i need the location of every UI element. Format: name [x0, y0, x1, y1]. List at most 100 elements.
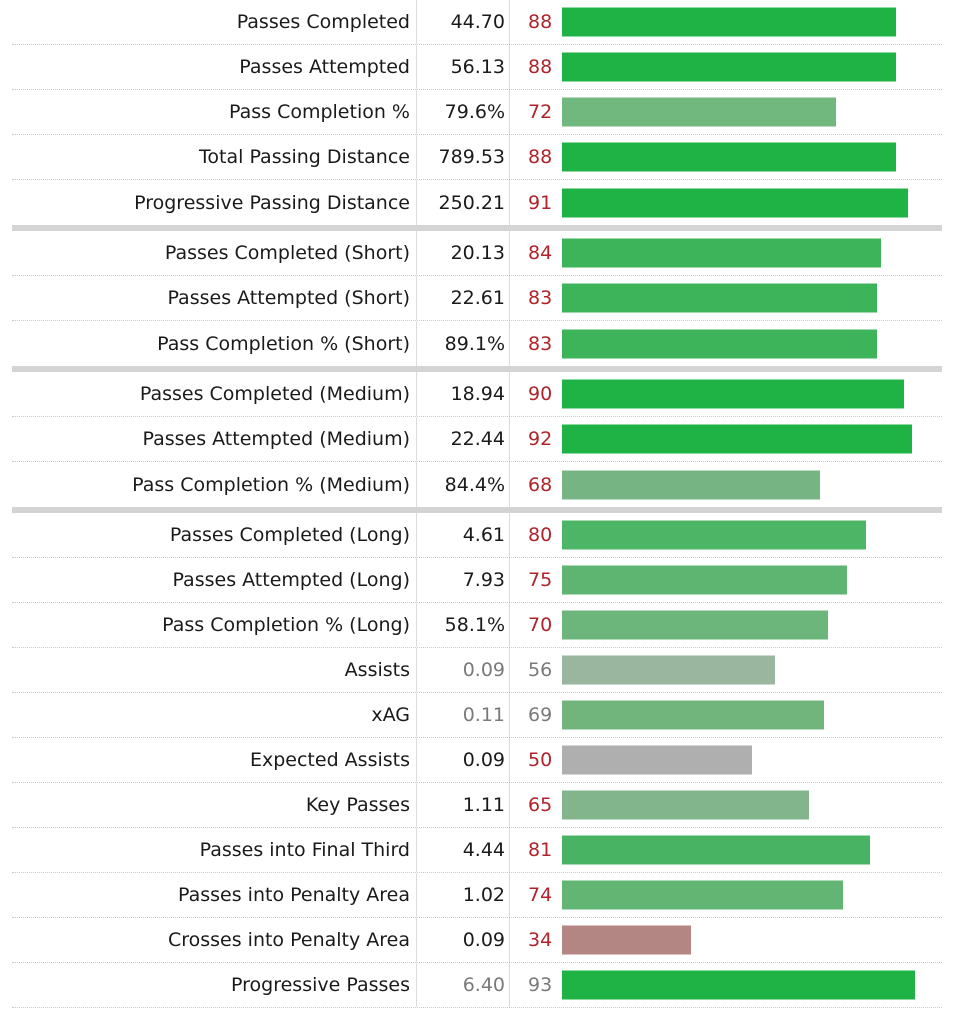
- bar-track: [562, 513, 942, 557]
- stat-label: xAG: [371, 704, 410, 726]
- percentile-bar: [562, 790, 809, 820]
- percentile-value: 72: [509, 90, 559, 134]
- per90-value: 0.09: [416, 738, 505, 782]
- bar-track: [562, 603, 942, 647]
- per90-value: 56.13: [416, 45, 505, 89]
- percentile-value: 83: [509, 276, 559, 320]
- per90-value: 0.11: [416, 693, 505, 737]
- percentile-bar: [562, 700, 824, 730]
- percentile-bar: [562, 835, 870, 865]
- bar-track: [562, 321, 942, 366]
- per90-value: 89.1%: [416, 321, 505, 366]
- percentile-bar: [562, 283, 877, 313]
- table-row: Assists 0.09 56: [12, 648, 942, 693]
- percentile-bar: [562, 655, 775, 685]
- stat-label: Expected Assists: [249, 749, 410, 771]
- table-row: Total Passing Distance 789.53 88: [12, 135, 942, 180]
- bar-track: [562, 90, 942, 134]
- stat-label: Passes Attempted: [239, 56, 410, 78]
- percentile-bar: [562, 7, 896, 37]
- percentile-value: 88: [509, 135, 559, 179]
- stat-label: Passes Attempted (Short): [167, 287, 410, 309]
- stat-label: Pass Completion % (Short): [157, 332, 410, 355]
- stat-label: Progressive Passing Distance: [134, 191, 410, 214]
- percentile-value: 34: [509, 918, 559, 962]
- table-row: Crosses into Penalty Area 0.09 34: [12, 918, 942, 963]
- percentile-bar: [562, 329, 877, 358]
- percentile-bar: [562, 745, 752, 775]
- stat-label: Key Passes: [305, 794, 410, 816]
- per90-value: 79.6%: [416, 90, 505, 134]
- percentile-value: 74: [509, 873, 559, 917]
- bar-track: [562, 738, 942, 782]
- per90-value: 58.1%: [416, 603, 505, 647]
- per90-value: 6.40: [416, 963, 505, 1007]
- percentile-bar: [562, 520, 866, 550]
- bar-track: [562, 918, 942, 962]
- table-row: Expected Assists 0.09 50: [12, 738, 942, 783]
- percentile-bar: [562, 424, 912, 454]
- stat-label: Passes Attempted (Long): [172, 569, 410, 591]
- stat-label: Pass Completion %: [228, 101, 410, 123]
- per90-value: 44.70: [416, 0, 505, 44]
- per90-value: 4.44: [416, 828, 505, 872]
- per90-value: 0.09: [416, 648, 505, 692]
- bar-track: [562, 276, 942, 320]
- bar-track: [562, 462, 942, 507]
- stat-label: Assists: [344, 659, 410, 681]
- percentile-bar: [562, 565, 847, 595]
- percentile-bar: [562, 142, 896, 172]
- per90-value: 20.13: [416, 231, 505, 275]
- percentile-value: 70: [509, 603, 559, 647]
- percentile-bar: [562, 238, 881, 268]
- percentile-value: 90: [509, 372, 559, 416]
- percentile-bar: [562, 610, 828, 640]
- per90-value: 18.94: [416, 372, 505, 416]
- percentile-value: 65: [509, 783, 559, 827]
- table-row: Progressive Passes 6.40 93: [12, 963, 942, 1008]
- percentile-bar: [562, 52, 896, 82]
- stat-label: Passes Completed (Short): [164, 242, 410, 264]
- percentile-value: 50: [509, 738, 559, 782]
- bar-track: [562, 963, 942, 1007]
- table-row: Pass Completion % (Long) 58.1% 70: [12, 603, 942, 648]
- table-row: Passes into Penalty Area 1.02 74: [12, 873, 942, 918]
- stat-label: Passes into Final Third: [199, 839, 410, 861]
- stat-label: Total Passing Distance: [199, 146, 410, 168]
- stat-label: Passes Completed: [236, 11, 410, 33]
- percentile-value: 68: [509, 462, 559, 507]
- table-row: Passes Completed (Short) 20.13 84: [12, 231, 942, 276]
- percentile-bar: [562, 970, 915, 1000]
- table-row: Passes Completed (Long) 4.61 80: [12, 513, 942, 558]
- bar-track: [562, 873, 942, 917]
- table-row: Passes Completed 44.70 88: [12, 0, 942, 45]
- percentile-value: 88: [509, 45, 559, 89]
- stat-label: Passes into Penalty Area: [178, 884, 410, 906]
- bar-track: [562, 783, 942, 827]
- table-row: Passes Attempted (Long) 7.93 75: [12, 558, 942, 603]
- stat-label: Crosses into Penalty Area: [167, 929, 410, 951]
- bar-track: [562, 45, 942, 89]
- bar-track: [562, 693, 942, 737]
- per90-value: 4.61: [416, 513, 505, 557]
- table-row: Key Passes 1.11 65: [12, 783, 942, 828]
- percentile-value: 92: [509, 417, 559, 461]
- stat-label: Pass Completion % (Long): [162, 614, 410, 636]
- bar-track: [562, 417, 942, 461]
- per90-value: 22.44: [416, 417, 505, 461]
- percentile-value: 91: [509, 180, 559, 225]
- stat-label: Passes Completed (Long): [169, 524, 410, 546]
- table-row: Passes Attempted (Medium) 22.44 92: [12, 417, 942, 462]
- percentile-value: 88: [509, 0, 559, 44]
- table-row: Pass Completion % (Medium) 84.4% 68: [12, 462, 942, 513]
- stat-label: Passes Attempted (Medium): [142, 428, 410, 450]
- per90-value: 1.02: [416, 873, 505, 917]
- per90-value: 250.21: [416, 180, 505, 225]
- per90-value: 0.09: [416, 918, 505, 962]
- table-row: Progressive Passing Distance 250.21 91: [12, 180, 942, 231]
- bar-track: [562, 135, 942, 179]
- table-row: Pass Completion % (Short) 89.1% 83: [12, 321, 942, 372]
- table-row: Passes Attempted 56.13 88: [12, 45, 942, 90]
- bar-track: [562, 372, 942, 416]
- bar-track: [562, 180, 942, 225]
